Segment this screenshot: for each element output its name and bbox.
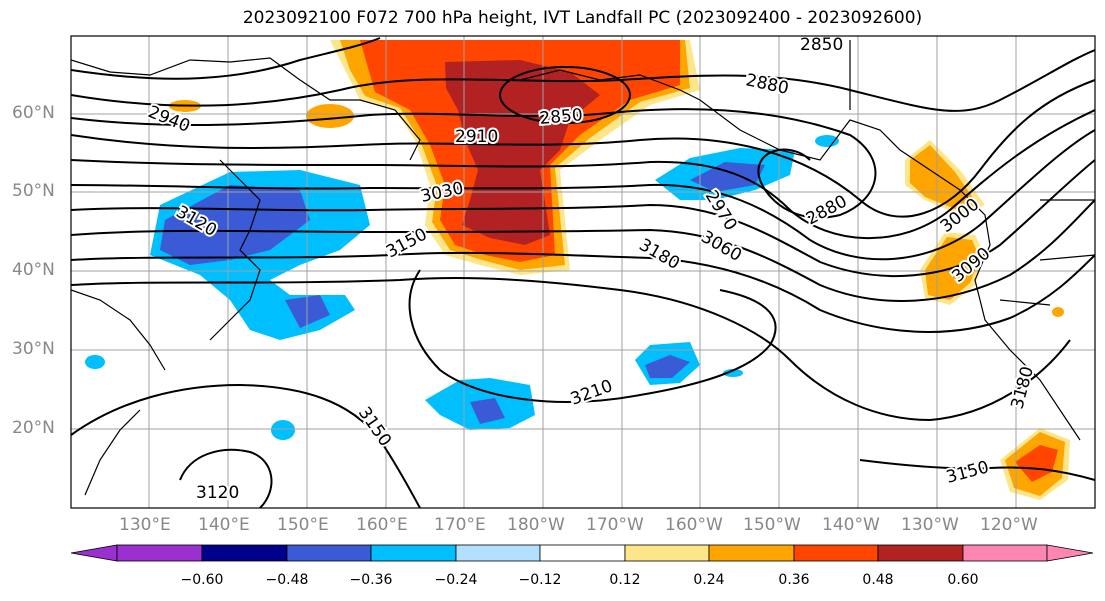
colorbar-segment: [708, 544, 795, 562]
contour-label: 3150: [944, 457, 991, 488]
colorbar-extend-min: [70, 544, 118, 562]
latitude-label: 40°N: [12, 260, 55, 280]
contour-label: 2910: [455, 127, 498, 147]
colorbar-tick-label: 0.12: [609, 572, 641, 588]
contour-label: 3150: [383, 224, 431, 262]
colorbar-tick-label: 0.36: [778, 572, 810, 588]
negative-anomaly-west: [85, 135, 839, 440]
contour-label: 3180: [636, 235, 683, 274]
longitude-label: 130°W: [901, 515, 959, 535]
latitude-label: 20°N: [12, 418, 55, 438]
longitude-label: 120°W: [980, 515, 1038, 535]
contour-label: 3210: [568, 376, 615, 410]
colorbar-extend-max: [1046, 544, 1094, 562]
colorbar-segment: [793, 544, 879, 562]
longitude-label: 160°W: [665, 515, 723, 535]
height-contours: [71, 37, 1095, 508]
colorbar-tick-label: 0.48: [862, 572, 894, 588]
longitude-label: 180°W: [507, 515, 565, 535]
latitude-label: 30°N: [12, 339, 55, 359]
longitude-label: 150°E: [277, 515, 329, 535]
map-title: 2023092100 F072 700 hPa height, IVT Land…: [242, 8, 923, 28]
map-frame: [70, 35, 1096, 509]
colorbar-segment: [877, 544, 964, 562]
contour-label: 3180: [1008, 364, 1039, 411]
colorbar-segment: [286, 544, 372, 562]
latitude-label: 50°N: [12, 181, 55, 201]
contour-label: 2850: [800, 35, 843, 55]
contour-label: 3120: [196, 483, 239, 503]
contour-label: 2850: [539, 105, 584, 129]
longitude-label: 160°E: [356, 515, 408, 535]
colorbar-segment: [201, 544, 288, 562]
contour-label: 2880: [744, 70, 790, 99]
coastlines: [71, 40, 1095, 496]
contour-label: 3150: [354, 403, 395, 450]
colorbar-tick-label: −0.60: [180, 572, 224, 588]
colorbar-segment: [370, 544, 457, 562]
longitude-label: 140°E: [198, 515, 250, 535]
colorbar-segment: [116, 544, 203, 562]
colorbar-tick-label: −0.36: [349, 572, 393, 588]
colorbar: [70, 544, 1094, 562]
colorbar-tick-label: −0.12: [518, 572, 562, 588]
longitude-label: 150°W: [743, 515, 801, 535]
colorbar-tick-label: 0.60: [947, 572, 979, 588]
contour-label: 2880: [803, 191, 851, 229]
longitude-label: 130°E: [119, 515, 171, 535]
longitude-label: 170°E: [434, 515, 486, 535]
colorbar-tick-label: −0.48: [265, 572, 309, 588]
longitude-label: 140°W: [822, 515, 880, 535]
positive-anomaly-coast: [169, 100, 1070, 500]
positive-anomaly-north: [330, 40, 700, 275]
colorbar-segment: [455, 544, 541, 562]
latitude-label: 60°N: [12, 103, 55, 123]
colorbar-tick-label: −0.24: [434, 572, 478, 588]
colorbar-segment: [624, 544, 710, 562]
colorbar-tick-label: 0.24: [693, 572, 725, 588]
colorbar-segment: [539, 544, 626, 562]
longitude-label: 170°W: [586, 515, 644, 535]
colorbar-segment: [962, 544, 1048, 562]
contour-label: 3060: [698, 227, 745, 266]
